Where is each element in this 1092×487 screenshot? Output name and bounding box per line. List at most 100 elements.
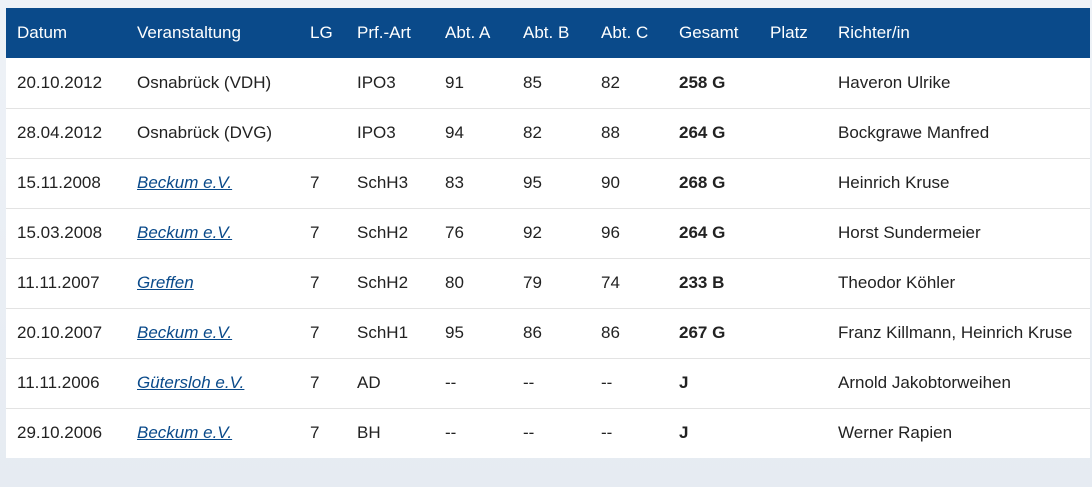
cell-abt-c: 96 bbox=[601, 223, 620, 242]
table-body: 20.10.2012 Osnabrück (VDH) IPO3 91 85 82 258 G… bbox=[6, 58, 1090, 458]
table-row: 11.11.2006 Gütersloh e.V. 7 AD -- -- -- J Arnold… bbox=[6, 358, 1090, 408]
cell-prf-art: SchH1 bbox=[357, 323, 409, 342]
cell-abt-a: 80 bbox=[445, 273, 464, 292]
cell-lg bbox=[310, 58, 357, 108]
header-richter: Richter/in bbox=[838, 23, 910, 42]
cell-abt-b: 95 bbox=[523, 173, 542, 192]
table-row: 28.04.2012 Osnabrück (DVG) IPO3 94 82 88 264 G… bbox=[6, 108, 1090, 158]
header-datum: Datum bbox=[17, 23, 68, 42]
cell-abt-c: 86 bbox=[601, 323, 620, 342]
cell-prf-art: AD bbox=[357, 373, 381, 392]
cell-abt-b: 82 bbox=[523, 123, 542, 142]
header-platz: Platz bbox=[770, 23, 808, 42]
results-panel: Datum Veranstaltung LG Prf.-Art Abt. A A… bbox=[6, 8, 1090, 458]
table-row: 11.11.2007 Greffen 7 SchH2 80 79 74 233 B Theodo… bbox=[6, 258, 1090, 308]
cell-abt-c: 74 bbox=[601, 273, 620, 292]
cell-datum: 15.03.2008 bbox=[17, 223, 103, 242]
cell-platz bbox=[770, 108, 838, 158]
cell-abt-b: 86 bbox=[523, 323, 542, 342]
cell-platz bbox=[770, 58, 838, 108]
cell-abt-a: 95 bbox=[445, 323, 464, 342]
cell-datum: 11.11.2006 bbox=[17, 373, 100, 392]
cell-abt-b: -- bbox=[523, 423, 535, 443]
cell-abt-c: -- bbox=[601, 423, 613, 443]
cell-lg: 7 bbox=[310, 273, 320, 292]
header-gesamt: Gesamt bbox=[679, 23, 739, 42]
cell-abt-a: 83 bbox=[445, 173, 464, 192]
cell-lg: 7 bbox=[310, 223, 320, 242]
cell-platz bbox=[770, 158, 838, 208]
cell-gesamt: 233 B bbox=[679, 273, 725, 292]
cell-abt-b: 79 bbox=[523, 273, 542, 292]
cell-gesamt: J bbox=[679, 423, 689, 443]
cell-datum: 28.04.2012 bbox=[17, 123, 103, 142]
cell-platz bbox=[770, 258, 838, 308]
cell-gesamt: 264 G bbox=[679, 123, 726, 142]
veranstaltung-link[interactable]: Beckum e.V. bbox=[137, 323, 233, 342]
header-prf-art: Prf.-Art bbox=[357, 23, 411, 42]
veranstaltung-link[interactable]: Beckum e.V. bbox=[137, 173, 233, 192]
header-abt-c: Abt. C bbox=[601, 23, 649, 42]
header-row: Datum Veranstaltung LG Prf.-Art Abt. A A… bbox=[6, 8, 1090, 58]
cell-abt-b: 85 bbox=[523, 72, 542, 92]
cell-lg: 7 bbox=[310, 173, 320, 192]
cell-prf-art: IPO3 bbox=[357, 72, 396, 92]
cell-abt-c: -- bbox=[601, 373, 613, 392]
cell-platz bbox=[770, 308, 838, 358]
cell-veranstaltung: Osnabrück (VDH) bbox=[137, 72, 272, 92]
cell-datum: 11.11.2007 bbox=[17, 273, 100, 292]
cell-prf-art: SchH2 bbox=[357, 223, 409, 242]
cell-platz bbox=[770, 358, 838, 408]
cell-gesamt: 268 G bbox=[679, 173, 726, 192]
cell-gesamt: 264 G bbox=[679, 223, 726, 242]
cell-abt-a: 91 bbox=[445, 72, 464, 92]
cell-datum: 15.11.2008 bbox=[17, 173, 101, 192]
table-row: 20.10.2012 Osnabrück (VDH) IPO3 91 85 82 258 G… bbox=[6, 58, 1090, 108]
results-table: Datum Veranstaltung LG Prf.-Art Abt. A A… bbox=[6, 8, 1090, 458]
veranstaltung-link[interactable]: Gütersloh e.V. bbox=[137, 373, 245, 392]
header-veranstaltung: Veranstaltung bbox=[137, 23, 241, 42]
cell-abt-a: 76 bbox=[445, 223, 464, 242]
table-row: 15.11.2008 Beckum e.V. 7 SchH3 83 95 90 268 G He… bbox=[6, 158, 1090, 208]
cell-lg: 7 bbox=[310, 323, 320, 342]
cell-richter: Werner Rapien bbox=[838, 423, 953, 443]
header-abt-a: Abt. A bbox=[445, 23, 491, 42]
cell-abt-c: 82 bbox=[601, 72, 620, 92]
cell-abt-c: 88 bbox=[601, 123, 620, 142]
cell-richter: Franz Killmann, Heinrich Kruse bbox=[838, 323, 1073, 342]
cell-veranstaltung: Beckum e.V. bbox=[137, 308, 310, 358]
cell-lg bbox=[310, 108, 357, 158]
table-row: 29.10.2006 Beckum e.V. 7 BH -- -- -- J Werner Ra… bbox=[6, 408, 1090, 458]
veranstaltung-link[interactable]: Beckum e.V. bbox=[137, 423, 233, 443]
cell-richter: Bockgrawe Manfred bbox=[838, 123, 990, 142]
header-abt-b: Abt. B bbox=[523, 23, 570, 42]
cell-prf-art: SchH3 bbox=[357, 173, 409, 192]
cell-richter: Arnold Jakobtorweihen bbox=[838, 373, 1011, 392]
cell-richter: Heinrich Kruse bbox=[838, 173, 950, 192]
cell-lg: 7 bbox=[310, 373, 320, 392]
cell-abt-a: 94 bbox=[445, 123, 464, 142]
cell-richter: Haveron Ulrike bbox=[838, 72, 951, 92]
cell-datum: 20.10.2012 bbox=[17, 72, 103, 92]
cell-gesamt: J bbox=[679, 373, 689, 392]
table-header: Datum Veranstaltung LG Prf.-Art Abt. A A… bbox=[6, 8, 1090, 58]
cell-veranstaltung: Osnabrück (DVG) bbox=[137, 123, 273, 142]
cell-abt-a: -- bbox=[445, 373, 457, 392]
cell-veranstaltung: Beckum e.V. bbox=[137, 158, 310, 208]
cell-prf-art: IPO3 bbox=[357, 123, 396, 142]
header-lg: LG bbox=[310, 23, 333, 42]
cell-abt-b: 92 bbox=[523, 223, 542, 242]
cell-abt-a: -- bbox=[445, 423, 457, 443]
cell-gesamt: 258 G bbox=[679, 72, 726, 92]
cell-abt-b: -- bbox=[523, 373, 535, 392]
cell-platz bbox=[770, 408, 838, 458]
cell-richter: Theodor Köhler bbox=[838, 273, 956, 292]
table-row: 20.10.2007 Beckum e.V. 7 SchH1 95 86 86 267 G Fr… bbox=[6, 308, 1090, 358]
veranstaltung-link[interactable]: Beckum e.V. bbox=[137, 223, 233, 242]
cell-prf-art: BH bbox=[357, 423, 381, 443]
cell-datum: 29.10.2006 bbox=[17, 423, 103, 443]
table-row: 15.03.2008 Beckum e.V. 7 SchH2 76 92 96 264 G Ho… bbox=[6, 208, 1090, 258]
veranstaltung-link[interactable]: Greffen bbox=[137, 273, 194, 292]
cell-veranstaltung: Beckum e.V. bbox=[137, 208, 310, 258]
cell-richter: Horst Sundermeier bbox=[838, 223, 981, 242]
